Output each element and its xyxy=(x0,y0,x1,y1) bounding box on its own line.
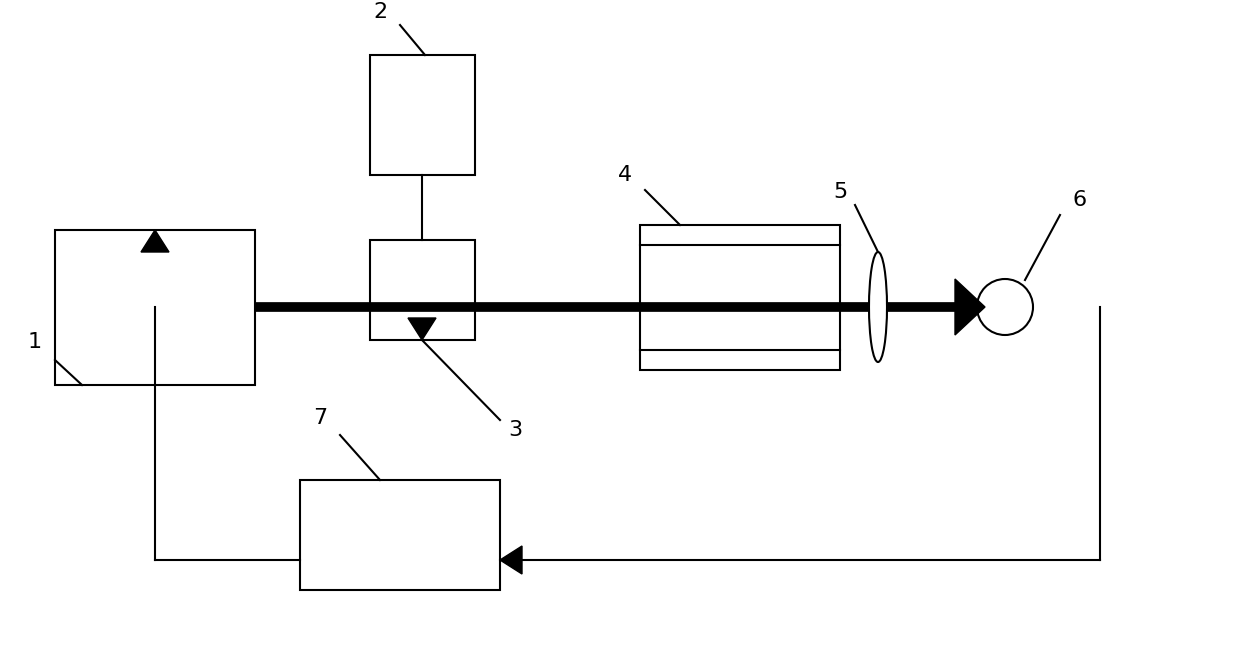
Bar xyxy=(370,55,475,175)
Bar xyxy=(55,230,255,385)
Polygon shape xyxy=(141,230,169,252)
Text: 4: 4 xyxy=(618,165,632,185)
Polygon shape xyxy=(408,318,436,340)
Text: 3: 3 xyxy=(508,420,522,440)
Bar xyxy=(640,225,839,370)
Text: 2: 2 xyxy=(373,2,387,22)
Text: 1: 1 xyxy=(29,332,42,352)
Bar xyxy=(300,480,500,590)
Bar xyxy=(370,240,475,340)
Ellipse shape xyxy=(869,252,887,362)
Text: 7: 7 xyxy=(312,408,327,428)
Circle shape xyxy=(977,279,1033,335)
Polygon shape xyxy=(500,546,522,574)
Polygon shape xyxy=(955,279,985,335)
Text: 6: 6 xyxy=(1073,190,1087,210)
Text: 5: 5 xyxy=(833,182,847,202)
